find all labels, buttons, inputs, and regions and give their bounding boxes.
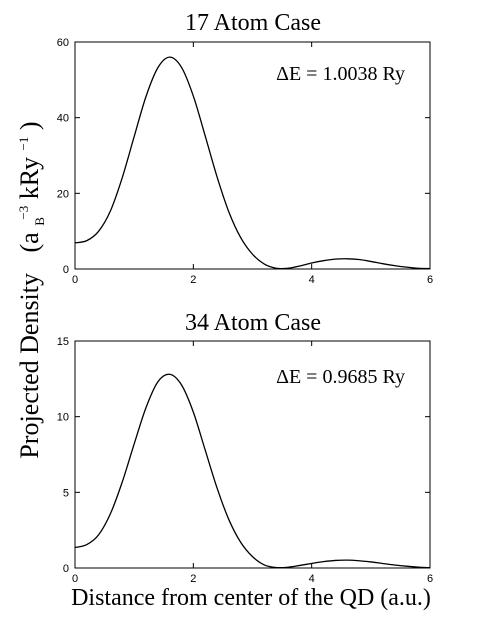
panel-title: 17 Atom Case — [185, 10, 321, 36]
y-tick-label: 40 — [57, 113, 69, 125]
delta-e-annotation: ΔE = 1.0038 Ry — [276, 63, 405, 85]
y-axis-label-mid: kRy — [15, 157, 44, 199]
y-tick-label: 15 — [57, 336, 69, 348]
y-axis-label-sub: B — [32, 217, 47, 226]
y-axis-label-sup2: −1 — [16, 137, 31, 151]
y-axis-label-sup: −3 — [16, 206, 31, 220]
y-tick-label: 20 — [57, 188, 69, 200]
y-axis-label-main: Projected Density — [15, 273, 44, 459]
y-axis-label: Projected Density (a B −3 kRy −1 ) — [5, 121, 50, 458]
plot-frame — [74, 41, 431, 270]
y-axis-label-suffix: ) — [15, 121, 44, 130]
x-axis-label: Distance from center of the QD (a.u.) — [71, 585, 431, 611]
x-tick-label: 6 — [427, 573, 433, 585]
y-tick-label: 0 — [63, 264, 69, 276]
x-tick-label: 2 — [190, 573, 196, 585]
y-tick-label: 60 — [57, 37, 69, 49]
x-tick-label: 0 — [72, 274, 78, 286]
panel-34-atom: 34 Atom Case 0 5 10 15 0 2 4 6 ΔE = 0.9685 Ry — [57, 310, 433, 585]
y-ticks: 0 5 10 15 — [57, 336, 430, 575]
y-tick-label: 10 — [57, 412, 69, 424]
panel-title: 34 Atom Case — [185, 310, 321, 336]
x-tick-label: 4 — [309, 274, 315, 286]
y-tick-label: 5 — [63, 487, 69, 499]
series-line — [74, 56, 431, 270]
y-ticks: 0 20 40 60 — [57, 37, 430, 276]
y-tick-label: 0 — [63, 563, 69, 575]
x-tick-label: 4 — [309, 573, 315, 585]
delta-e-annotation: ΔE = 0.9685 Ry — [276, 366, 405, 388]
series-line — [74, 373, 431, 569]
x-tick-label: 6 — [427, 274, 433, 286]
y-axis-label-units-prefix: (a — [15, 232, 44, 253]
panel-17-atom: 17 Atom Case 0 20 40 60 0 2 4 6 ΔE = 1.0038 Ry — [57, 10, 433, 286]
x-tick-label: 0 — [72, 573, 78, 585]
x-tick-label: 2 — [190, 274, 196, 286]
x-ticks: 0 2 4 6 — [72, 341, 433, 585]
plot-frame — [74, 340, 431, 569]
